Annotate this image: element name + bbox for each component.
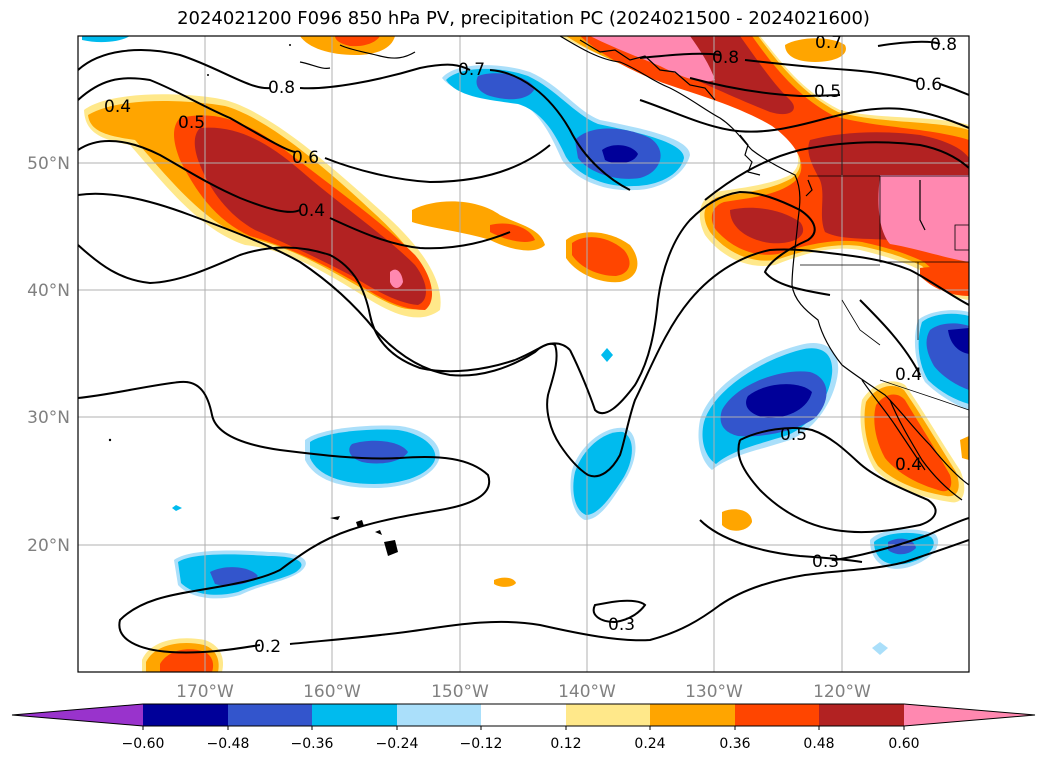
lon-label: 160°W	[303, 682, 361, 702]
colorbar-tick-label: −0.48	[207, 736, 250, 752]
pv-contours	[78, 40, 969, 654]
contour-label: 0.4	[298, 201, 325, 221]
colorbar-segment	[735, 704, 819, 726]
colorbar-tick-label: −0.60	[122, 736, 165, 752]
colorbar-tick-label: 0.60	[888, 736, 919, 752]
contour-label: 0.3	[812, 552, 839, 572]
colorbar-tick-label: 0.24	[634, 736, 665, 752]
map-frame	[77, 35, 970, 673]
longitude-axis: 170°W 160°W 150°W 140°W 130°W 120°W	[176, 682, 871, 702]
contour-label: 0.4	[104, 97, 131, 117]
contour-label: 0.8	[268, 78, 295, 98]
colorbar-segment	[143, 704, 228, 726]
lon-label: 120°W	[813, 682, 871, 702]
graticule	[78, 36, 969, 672]
lat-label: 40°N	[27, 281, 70, 301]
colorbar-extend-right	[904, 704, 1035, 726]
contour-label: 0.4	[895, 455, 922, 475]
contour-label: 0.5	[178, 113, 205, 133]
colorbar-segment	[397, 704, 481, 726]
lat-label: 20°N	[27, 536, 70, 556]
islands	[108, 44, 398, 556]
colorbar-segment	[481, 704, 566, 726]
contour-label: 0.7	[815, 33, 842, 53]
contour-label-group: 0.8 0.7 0.8 0.7 0.8 0.6 0.5 0.5 0.4 0.6 …	[104, 33, 957, 657]
map-title: 2024021200 F096 850 hPa PV, precipitatio…	[177, 8, 870, 29]
lon-label: 170°W	[176, 682, 234, 702]
colorbar-segment	[566, 704, 650, 726]
colorbar-segment	[228, 704, 312, 726]
colorbar-tick-label: −0.12	[460, 736, 503, 752]
lon-label: 140°W	[558, 682, 616, 702]
lon-label: 130°W	[685, 682, 743, 702]
contour-label: 0.4	[895, 365, 922, 385]
latitude-axis: 50°N 40°N 30°N 20°N	[27, 154, 70, 556]
contour-label: 0.3	[608, 615, 635, 635]
colorbar-tick-label: −0.36	[291, 736, 334, 752]
colorbar-segment	[819, 704, 904, 726]
colorbar: −0.60 −0.48 −0.36 −0.24 −0.12 0.12 0.24 …	[11, 703, 1036, 752]
colorbar-segment	[312, 704, 397, 726]
coastlines	[299, 36, 969, 501]
contour-label: 0.5	[814, 82, 841, 102]
contour-label: 0.6	[292, 148, 319, 168]
lat-label: 50°N	[27, 154, 70, 174]
contour-label: 0.5	[780, 425, 807, 445]
colorbar-tick-label: −0.24	[376, 736, 419, 752]
contour-label: 0.8	[712, 48, 739, 68]
colorbar-segment	[650, 704, 735, 726]
map-content: 0.8 0.7 0.8 0.7 0.8 0.6 0.5 0.5 0.4 0.6 …	[78, 33, 969, 672]
lat-label: 30°N	[27, 408, 70, 428]
negative-pc-areas	[82, 36, 969, 655]
colorbar-extend-left	[12, 704, 143, 726]
colorbar-tick-label: 0.36	[719, 736, 750, 752]
colorbar-tick-label: 0.48	[803, 736, 834, 752]
contour-label: 0.7	[458, 60, 485, 80]
contour-label: 0.6	[915, 75, 942, 95]
contour-label: 0.8	[930, 35, 957, 55]
positive-pc-areas	[84, 36, 969, 672]
colorbar-tick-label: 0.12	[550, 736, 581, 752]
contour-label: 0.2	[254, 637, 281, 657]
borders	[800, 110, 969, 411]
lon-label: 150°W	[431, 682, 489, 702]
